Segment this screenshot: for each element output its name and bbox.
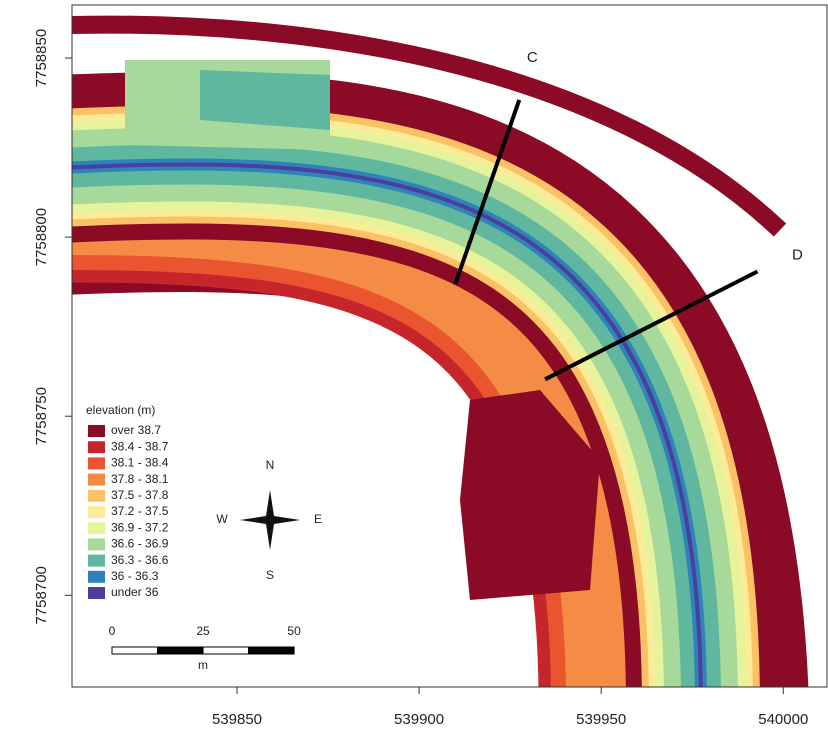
y-tick-label: 7758700 bbox=[33, 566, 50, 624]
compass-w: W bbox=[216, 512, 228, 526]
map: 539850 539900 539950 540000 7758700 7758750 77… bbox=[0, 0, 828, 742]
legend-swatch bbox=[88, 522, 105, 534]
compass-s: S bbox=[266, 568, 274, 582]
legend-label: 36 - 36.3 bbox=[111, 569, 159, 583]
legend-swatch bbox=[88, 538, 105, 550]
legend-label: 36.9 - 37.2 bbox=[111, 520, 169, 534]
legend-label: 36.3 - 36.6 bbox=[111, 553, 169, 567]
profile-label: D bbox=[792, 246, 803, 263]
x-tick-label: 540000 bbox=[758, 711, 808, 728]
legend-swatch bbox=[88, 571, 105, 583]
legend-label: 37.5 - 37.8 bbox=[111, 488, 169, 502]
legend-label: under 36 bbox=[111, 585, 159, 599]
legend-label: 36.6 - 36.9 bbox=[111, 537, 169, 551]
scale-unit: m bbox=[198, 658, 208, 672]
profile-label: C bbox=[527, 49, 538, 66]
y-tick-label: 7758850 bbox=[33, 29, 50, 87]
x-tick-label: 539850 bbox=[212, 711, 262, 728]
x-tick-label: 539950 bbox=[576, 711, 626, 728]
scale-label: 0 bbox=[109, 624, 116, 638]
scale-label: 25 bbox=[196, 624, 210, 638]
legend-swatch bbox=[88, 587, 105, 599]
compass-e: E bbox=[314, 512, 322, 526]
scale-segment bbox=[203, 647, 249, 654]
legend-label: over 38.7 bbox=[111, 423, 161, 437]
x-tick-label: 539900 bbox=[394, 711, 444, 728]
compass-n: N bbox=[266, 458, 275, 472]
legend-swatch bbox=[88, 506, 105, 518]
y-tick-label: 7758750 bbox=[33, 387, 50, 445]
legend-label: 38.4 - 38.7 bbox=[111, 439, 169, 453]
y-tick-label: 7758800 bbox=[33, 208, 50, 266]
legend-swatch bbox=[88, 490, 105, 502]
scale-segment bbox=[112, 647, 158, 654]
legend-swatch bbox=[88, 555, 105, 567]
scale-segment bbox=[249, 647, 295, 654]
legend-label: 37.2 - 37.5 bbox=[111, 504, 169, 518]
legend-swatch bbox=[88, 441, 105, 453]
legend-swatch bbox=[88, 425, 105, 437]
legend-title: elevation (m) bbox=[86, 403, 155, 417]
legend-swatch bbox=[88, 457, 105, 469]
elevation-raster bbox=[60, 25, 780, 742]
elevation-patch bbox=[200, 70, 330, 130]
legend-swatch bbox=[88, 474, 105, 486]
legend-label: 38.1 - 38.4 bbox=[111, 456, 169, 470]
scale-label: 50 bbox=[287, 624, 301, 638]
compass-center bbox=[265, 515, 275, 525]
legend-label: 37.8 - 38.1 bbox=[111, 472, 169, 486]
scale-segment bbox=[158, 647, 204, 654]
